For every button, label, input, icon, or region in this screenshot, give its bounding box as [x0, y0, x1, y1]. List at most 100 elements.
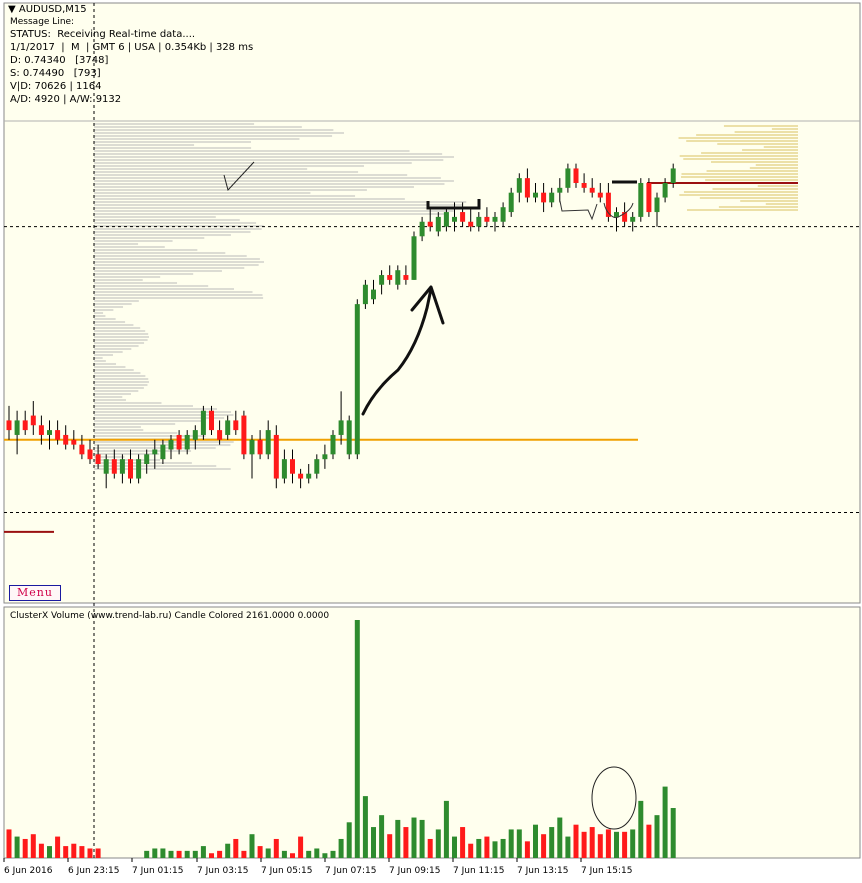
- volume-bar: [14, 836, 20, 858]
- candles-group: [6, 163, 676, 489]
- volume-bar: [435, 829, 441, 858]
- message-line: Message Line:: [10, 17, 75, 27]
- candle-body: [217, 430, 223, 440]
- volume-bar: [290, 853, 295, 858]
- volume-bar: [160, 848, 166, 858]
- volume-bar: [508, 829, 514, 858]
- candle-body: [573, 168, 579, 183]
- volume-bar: [306, 850, 312, 858]
- status-line-0: STATUS: Receiving Real-time data....: [10, 29, 196, 40]
- candle-body: [184, 434, 190, 450]
- volume-bar: [541, 834, 547, 858]
- candle-body: [265, 430, 271, 455]
- candle-body: [435, 216, 441, 232]
- candle-body: [362, 284, 368, 305]
- candle-body: [508, 192, 514, 213]
- candle-body: [379, 275, 385, 285]
- volume-bar: [573, 824, 579, 858]
- candle-body: [314, 459, 320, 474]
- candle-body: [354, 304, 360, 455]
- candle-body: [128, 459, 133, 479]
- candle-body: [168, 439, 174, 450]
- volume-bar: [144, 850, 150, 858]
- volume-bar: [298, 836, 304, 858]
- volume-bar: [670, 808, 676, 858]
- candle-body: [443, 212, 449, 227]
- candle-body: [192, 430, 198, 440]
- candle-body: [630, 216, 636, 222]
- x-axis-tick-label: 7 Jun 05:15: [261, 866, 312, 876]
- candle-body: [79, 444, 85, 455]
- volume-bar: [565, 836, 571, 858]
- candle-body: [565, 168, 571, 188]
- volume-bar: [516, 829, 522, 858]
- volume-bar: [71, 843, 77, 858]
- candle-body: [589, 187, 595, 193]
- volume-bar: [322, 853, 328, 858]
- volume-bar: [549, 827, 555, 858]
- candle-body: [233, 420, 239, 431]
- volume-panel: [3, 606, 861, 859]
- x-axis-tick-label: 6 Jun 23:15: [68, 866, 119, 876]
- volume-bar: [533, 824, 538, 858]
- volume-bar: [379, 815, 385, 858]
- x-axis-tick-label: 7 Jun 13:15: [517, 866, 568, 876]
- candle-body: [257, 439, 263, 455]
- candle-body: [95, 454, 101, 465]
- candle-body: [419, 221, 425, 237]
- candle-body: [427, 221, 433, 227]
- volume-bar: [241, 850, 247, 858]
- volume-bar: [614, 831, 619, 858]
- volume-bar: [6, 829, 12, 858]
- volume-bar: [265, 848, 271, 858]
- x-axis-tick-label: 7 Jun 01:15: [132, 866, 183, 876]
- volume-bar: [47, 846, 52, 858]
- candle-body: [241, 415, 247, 455]
- volume-bar: [484, 836, 490, 858]
- volume-bar: [387, 834, 393, 858]
- candle-body: [152, 449, 158, 455]
- candle-body: [516, 178, 522, 193]
- volume-bars-group: [6, 620, 676, 858]
- candle-body: [71, 439, 77, 445]
- candle-body: [476, 216, 482, 227]
- candle-body: [492, 216, 498, 222]
- candle-body: [662, 182, 668, 198]
- volume-bar: [597, 834, 603, 858]
- candle-body: [452, 216, 457, 222]
- volume-bar: [411, 817, 417, 858]
- symbol-title[interactable]: ▼ AUDUSD,M15: [8, 4, 87, 15]
- volume-bar: [55, 836, 61, 858]
- candle-body: [533, 192, 538, 198]
- x-axis-tick-label: 7 Jun 09:15: [389, 866, 440, 876]
- candle-body: [346, 420, 352, 455]
- candle-body: [290, 459, 295, 474]
- volume-bar: [403, 827, 409, 858]
- candle-body: [614, 212, 619, 217]
- x-axis-tick-label: 7 Jun 11:15: [453, 866, 504, 876]
- up-arrow-shaft: [361, 287, 433, 416]
- volume-bar: [630, 829, 636, 858]
- candle-body: [209, 410, 214, 431]
- candle-body: [549, 192, 555, 203]
- volume-bar: [233, 838, 239, 858]
- candle-body: [22, 420, 28, 431]
- volume-bar: [622, 831, 628, 858]
- candle-body: [581, 182, 587, 188]
- volume-bar: [63, 846, 69, 858]
- x-axis-tick-label: 7 Jun 07:15: [325, 866, 376, 876]
- main-chart-panel: [3, 2, 861, 604]
- volume-bar: [500, 838, 506, 858]
- candle-body: [622, 212, 628, 222]
- dropdown-triangle-icon[interactable]: ▼: [8, 4, 16, 15]
- candle-body: [330, 434, 336, 455]
- candle-body: [111, 459, 117, 474]
- volume-profile-right: [678, 125, 798, 211]
- candle-body: [176, 434, 182, 450]
- menu-button[interactable]: Menu: [9, 585, 61, 601]
- candle-body: [281, 459, 287, 479]
- candle-body: [14, 420, 20, 435]
- candle-body: [47, 430, 52, 435]
